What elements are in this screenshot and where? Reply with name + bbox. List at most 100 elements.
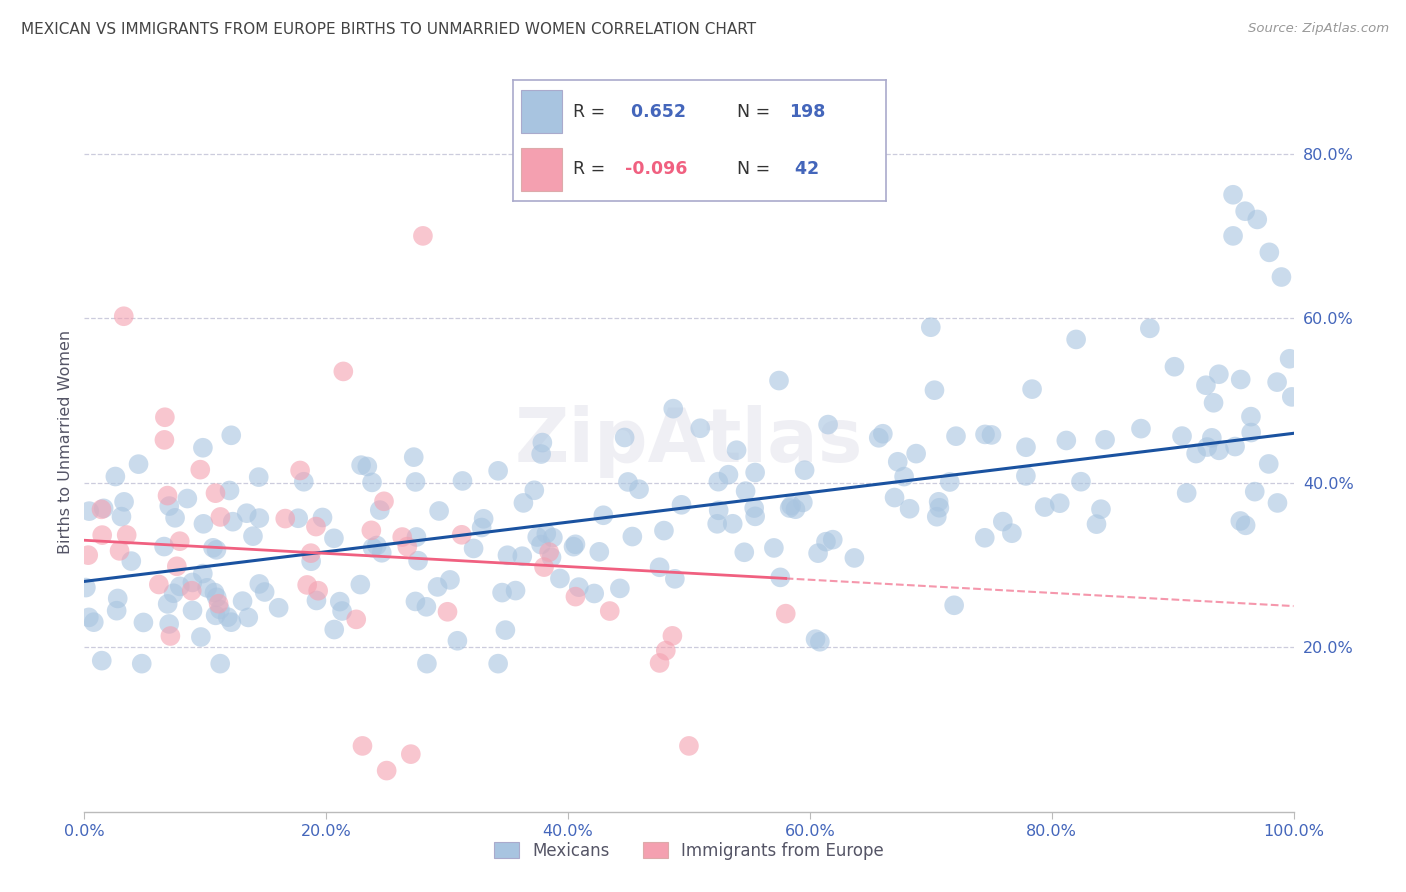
Point: [1195, 378, 1218, 392]
Point: [132, 615, 155, 630]
Point: [181, 575, 204, 590]
Point: [373, 494, 395, 508]
Point: [1229, 514, 1251, 528]
Point: [486, 464, 509, 478]
Point: [744, 466, 766, 480]
Point: [375, 764, 398, 778]
Point: [330, 604, 353, 618]
Point: [90, 654, 112, 668]
Point: [1234, 204, 1257, 219]
Point: [110, 509, 132, 524]
Point: [928, 495, 950, 509]
Point: [295, 578, 318, 592]
Point: [208, 602, 231, 616]
Point: [486, 657, 509, 671]
Point: [562, 540, 585, 554]
Point: [217, 610, 239, 624]
Point: [1240, 425, 1263, 440]
Point: [496, 548, 519, 562]
Point: [568, 580, 591, 594]
Point: [75, 581, 97, 595]
Point: [112, 310, 135, 324]
Point: [733, 545, 755, 559]
Point: [609, 582, 631, 596]
Point: [181, 603, 204, 617]
Point: [361, 541, 384, 555]
Point: [402, 450, 425, 464]
Point: [1243, 484, 1265, 499]
Point: [664, 572, 686, 586]
Point: [472, 512, 495, 526]
Point: [1130, 422, 1153, 436]
Point: [717, 467, 740, 482]
Point: [721, 516, 744, 531]
Point: [1085, 517, 1108, 532]
Point: [195, 581, 218, 595]
Point: [808, 634, 831, 648]
Point: [131, 657, 153, 671]
Point: [662, 401, 685, 416]
Point: [77, 548, 100, 562]
Point: [1015, 469, 1038, 483]
Point: [356, 459, 378, 474]
Point: [361, 475, 384, 490]
Point: [202, 541, 225, 555]
Point: [176, 491, 198, 506]
Point: [191, 441, 214, 455]
Point: [785, 502, 807, 516]
Point: [427, 504, 450, 518]
Point: [305, 519, 328, 533]
Point: [905, 447, 928, 461]
Point: [105, 604, 128, 618]
Point: [169, 534, 191, 549]
Point: [391, 530, 413, 544]
Point: [775, 607, 797, 621]
Legend: Mexicans, Immigrants from Europe: Mexicans, Immigrants from Europe: [488, 835, 890, 866]
Point: [583, 586, 606, 600]
Point: [938, 475, 960, 489]
Point: [274, 511, 297, 525]
Point: [1094, 433, 1116, 447]
Point: [768, 374, 790, 388]
Point: [204, 585, 226, 599]
Point: [221, 615, 243, 630]
Point: [247, 470, 270, 484]
Point: [742, 501, 765, 516]
Point: [779, 501, 801, 516]
Point: [1001, 526, 1024, 541]
Point: [311, 510, 333, 524]
Point: [725, 443, 748, 458]
Point: [943, 599, 966, 613]
Point: [238, 610, 260, 624]
Point: [792, 495, 814, 509]
Point: [446, 633, 468, 648]
Point: [883, 491, 905, 505]
Point: [1070, 475, 1092, 489]
Point: [769, 570, 792, 584]
Point: [156, 597, 179, 611]
Point: [1240, 409, 1263, 424]
Point: [538, 545, 561, 559]
Point: [734, 484, 756, 499]
Point: [494, 623, 516, 637]
Point: [157, 499, 180, 513]
Point: [205, 591, 228, 605]
Point: [148, 577, 170, 591]
Text: R =: R =: [572, 103, 610, 120]
Point: [762, 541, 785, 555]
Point: [180, 583, 202, 598]
Text: 42: 42: [789, 161, 820, 178]
Point: [247, 511, 270, 525]
Point: [536, 526, 558, 541]
Point: [689, 421, 711, 435]
Point: [299, 554, 322, 568]
Point: [156, 489, 179, 503]
Point: [1265, 375, 1288, 389]
Point: [1246, 212, 1268, 227]
Point: [924, 383, 946, 397]
Point: [1234, 518, 1257, 533]
Point: [1258, 245, 1281, 260]
Point: [541, 531, 564, 545]
Point: [190, 630, 212, 644]
Text: 0.652: 0.652: [624, 103, 686, 120]
